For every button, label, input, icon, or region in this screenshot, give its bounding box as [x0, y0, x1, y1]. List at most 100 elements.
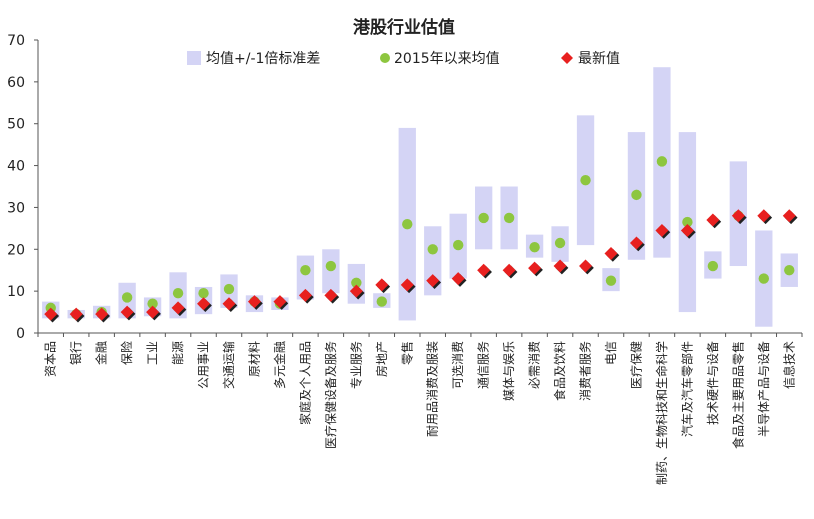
latest-point	[579, 259, 593, 273]
latest-point	[655, 223, 669, 237]
category-label: 电信	[604, 341, 618, 365]
category-label: 半导体产品与设备	[757, 341, 771, 437]
mean-point	[402, 218, 413, 230]
category-label: 食品及主要用品零售	[730, 341, 745, 449]
y-tick-label: 50	[7, 117, 25, 133]
mean-point	[172, 288, 184, 299]
latest-points	[44, 209, 798, 323]
category-label: 金融	[94, 341, 109, 365]
category-label: 专业服务	[348, 341, 363, 389]
category-label: 必需消费	[528, 341, 542, 389]
y-tick-label: 20	[7, 242, 25, 258]
mean-point	[325, 260, 337, 272]
category-label: 银行	[69, 341, 83, 365]
category-label: 家庭及个人用品	[297, 341, 312, 425]
latest-point	[298, 288, 312, 302]
mean-point	[605, 275, 617, 286]
y-tick-label: 0	[16, 326, 25, 342]
latest-point	[553, 259, 567, 273]
category-label: 多元金融	[272, 341, 287, 389]
latest-point	[782, 209, 796, 223]
mean-point	[631, 189, 642, 201]
latest-point	[451, 272, 465, 286]
legend-swatch-band	[187, 51, 201, 65]
latest-point	[375, 278, 389, 292]
std-bands	[42, 67, 798, 327]
category-label: 媒体与娱乐	[502, 341, 516, 401]
latest-point	[757, 209, 771, 223]
latest-point	[400, 278, 414, 292]
category-label: 原材料	[247, 341, 261, 377]
latest-point	[197, 297, 211, 311]
latest-point	[629, 236, 643, 250]
mean-point	[198, 288, 209, 299]
category-label: 耐用品消费及服装	[426, 341, 440, 437]
category-label: 医疗保健	[629, 341, 643, 389]
latest-point	[604, 246, 618, 260]
latest-point	[324, 288, 338, 302]
latest-point	[502, 263, 516, 277]
band-bar	[296, 255, 315, 300]
mean-point	[554, 237, 566, 249]
y-tick-label: 40	[7, 159, 25, 175]
mean-point	[529, 241, 540, 253]
band-bar	[424, 226, 442, 296]
category-label: 通信服务	[476, 341, 491, 389]
category-labels: 资本品 银行 金融 保险 工业 能源 公用事业 交通运输 原材料 多元金融 家庭及个人用品 医疗保健设…	[44, 341, 797, 485]
category-label: 信息技术	[781, 341, 796, 389]
mean-point	[580, 175, 591, 186]
latest-point	[146, 305, 160, 319]
latest-point	[426, 274, 440, 288]
latest-point	[222, 297, 236, 311]
legend-label-band: 均值+/-1倍标准差	[206, 51, 320, 67]
legend-label-mean: 2015年以来均值	[394, 51, 500, 67]
latest-point	[95, 307, 109, 321]
mean-point	[147, 298, 158, 309]
category-label: 资本品	[44, 341, 58, 377]
category-label: 零售	[399, 341, 414, 365]
band-bar	[322, 249, 340, 294]
y-tick-label: 60	[7, 75, 25, 91]
latest-point	[120, 305, 134, 319]
mean-point	[503, 212, 515, 224]
mean-point	[300, 265, 311, 276]
latest-point	[44, 307, 58, 321]
y-tick-label: 70	[7, 33, 25, 49]
y-tick-label: 10	[7, 284, 25, 300]
legend-swatch-mean	[380, 53, 390, 63]
legend-swatch-latest	[561, 52, 573, 64]
category-label: 可选消费	[451, 341, 465, 389]
latest-point	[477, 263, 491, 277]
mean-point	[656, 156, 668, 167]
mean-point	[707, 260, 719, 272]
mean-point	[682, 216, 693, 228]
category-label: 食品及饮料	[552, 341, 567, 401]
category-label: 公用事业	[197, 341, 211, 389]
y-tick-label: 30	[7, 200, 25, 216]
latest-point	[706, 213, 720, 227]
legend-label-latest: 最新值	[578, 51, 620, 67]
category-label: 消费者服务	[578, 341, 593, 401]
category-label: 医疗保健设备及服务	[323, 341, 338, 449]
category-label: 房地产	[374, 341, 389, 377]
mean-point	[478, 212, 489, 224]
mean-point	[223, 283, 235, 295]
latest-point	[528, 261, 542, 275]
mean-point	[427, 244, 438, 255]
category-label: 保险	[119, 341, 134, 365]
latest-point	[273, 295, 287, 309]
latest-point	[680, 223, 694, 237]
category-label: 汽车及汽车零部件	[679, 341, 694, 437]
mean-point	[121, 292, 133, 303]
axes: 0 10 20 30 40 50 60 70	[7, 33, 803, 342]
category-label: 技术硬件与设备	[706, 341, 720, 425]
latest-point	[731, 209, 745, 223]
chart-title: 港股行业估值	[353, 17, 455, 38]
category-label: 工业	[146, 341, 160, 365]
mean-point	[453, 239, 464, 251]
category-label: 制药、生物科技和生命科学	[654, 341, 669, 485]
latest-point	[247, 295, 261, 309]
mean-point	[351, 277, 362, 288]
mean-point	[376, 296, 387, 307]
latest-point	[349, 284, 363, 298]
